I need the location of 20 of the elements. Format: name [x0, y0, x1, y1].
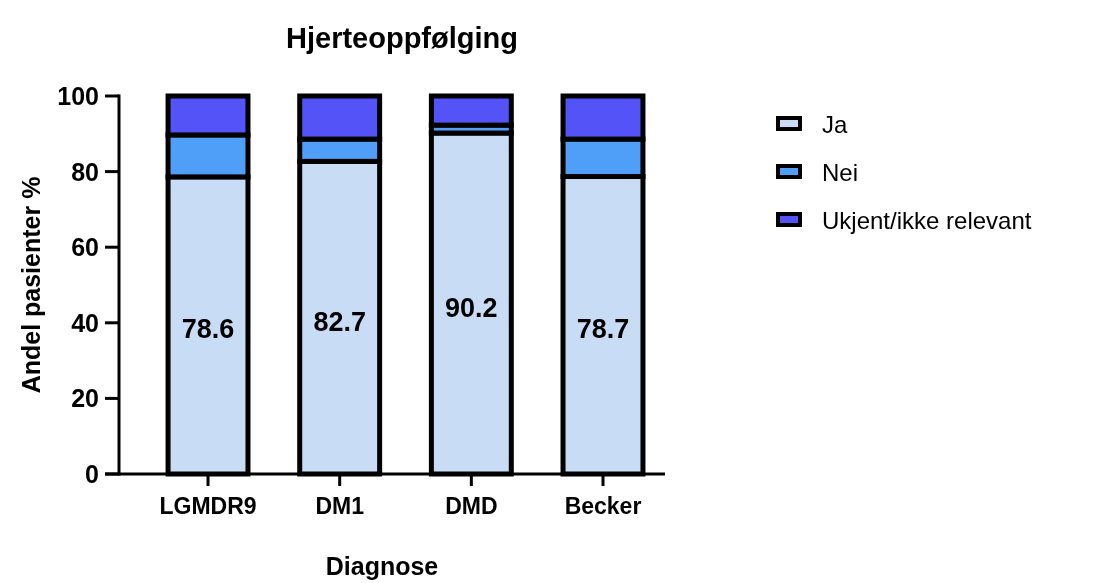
- y-tick-label: 100: [57, 82, 99, 110]
- x-tick-label: LGMDR9: [159, 493, 257, 519]
- data-label: 82.7: [313, 306, 366, 337]
- data-label: 90.2: [445, 292, 498, 323]
- y-tick-label: 80: [71, 157, 99, 186]
- chart-title: Hjerteoppfølging: [286, 22, 518, 54]
- legend-label: Ja: [822, 111, 848, 138]
- x-tick-label: Becker: [564, 493, 642, 519]
- y-tick-label: 0: [85, 460, 99, 488]
- x-tick-label: DMD: [445, 493, 498, 519]
- y-tick-label: 20: [71, 384, 99, 413]
- y-tick-label: 60: [71, 233, 99, 262]
- data-label: 78.6: [181, 314, 235, 345]
- data-label: 78.7: [576, 314, 630, 345]
- x-tick-label: DM1: [315, 493, 365, 519]
- legend-label: Ukjent/ikke relevant: [822, 207, 1032, 234]
- x-axis-title: Diagnose: [325, 552, 439, 580]
- y-axis-title: Andel pasienter %: [17, 176, 45, 394]
- y-tick-label: 40: [71, 308, 99, 337]
- legend-label: Nei: [822, 159, 859, 186]
